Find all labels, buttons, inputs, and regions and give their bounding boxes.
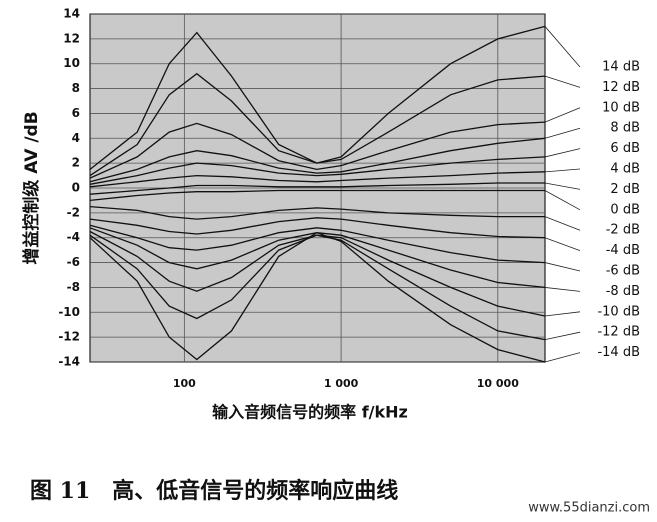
y-tick-label: -2: [67, 205, 80, 219]
legend-label: -6 dB: [606, 264, 640, 279]
legend-label: -8 dB: [606, 284, 640, 299]
x-tick-label: 1 000: [324, 377, 359, 390]
curve: [89, 171, 546, 188]
curve: [89, 231, 546, 363]
leader-line: [544, 216, 581, 231]
y-tick-label: 0: [72, 181, 80, 195]
y-tick-label: 4: [72, 131, 80, 145]
legend-label: 0 dB: [610, 202, 640, 217]
leader-line: [544, 182, 581, 190]
legend-label: -14 dB: [597, 345, 640, 360]
caption: 图 11 高、低音信号的频率响应曲线: [30, 478, 398, 504]
y-tick-label: 12: [63, 31, 80, 45]
legend-label: 10 dB: [602, 100, 640, 115]
leader-line: [544, 148, 581, 158]
y-tick-label: -12: [58, 330, 80, 344]
legend-label: -12 dB: [597, 325, 640, 340]
y-axis-title: 增益控制级 AV /dB: [21, 111, 42, 264]
y-tick-label: -4: [67, 230, 80, 244]
curve: [89, 182, 545, 195]
leader-line: [544, 311, 581, 317]
legend-label: -10 dB: [597, 304, 640, 319]
curve: [89, 137, 546, 183]
curve: [89, 156, 546, 185]
curve: [89, 224, 546, 264]
leader-line: [544, 287, 581, 292]
watermark: www.55dianzi.com: [528, 501, 650, 516]
legend-label: 4 dB: [610, 162, 640, 177]
y-tick-label: 2: [72, 156, 80, 170]
y-tick-label: -14: [58, 355, 80, 369]
y-tick-label: 8: [72, 81, 80, 95]
legend-label: 6 dB: [610, 141, 640, 156]
x-tick-label: 10 000: [477, 377, 519, 390]
curve: [89, 205, 545, 220]
legend-label: 2 dB: [610, 182, 640, 197]
y-tick-label: -8: [67, 280, 80, 294]
x-tick-label: 100: [173, 377, 196, 390]
leader-line: [544, 75, 581, 88]
leader-line: [544, 26, 581, 68]
leader-line: [544, 190, 581, 211]
legend-label: -2 dB: [606, 223, 640, 238]
y-tick-label: 14: [63, 7, 80, 21]
legend-label: 8 dB: [610, 121, 640, 136]
legend-label: 12 dB: [602, 80, 640, 95]
legend-label: 14 dB: [602, 60, 640, 75]
leader-line: [544, 168, 581, 173]
curve: [89, 25, 546, 170]
curve: [89, 121, 546, 179]
curve: [89, 217, 546, 239]
leader-line: [544, 107, 581, 123]
leader-line: [544, 237, 581, 251]
legend-label: -4 dB: [606, 243, 640, 258]
x-axis-title: 输入音频信号的频率 f/kHz: [212, 403, 408, 422]
y-tick-label: 6: [72, 106, 80, 120]
curve: [89, 234, 546, 341]
curve: [89, 230, 546, 317]
leader-line: [544, 127, 581, 139]
curve: [89, 227, 546, 289]
y-tick-label: -10: [58, 305, 80, 319]
leader-line: [544, 262, 581, 272]
y-tick-label: -6: [67, 255, 80, 269]
curve: [89, 189, 545, 202]
y-tick-label: 10: [63, 56, 80, 70]
leader-line: [544, 331, 581, 341]
leader-line: [544, 352, 581, 363]
curve: [89, 72, 546, 177]
